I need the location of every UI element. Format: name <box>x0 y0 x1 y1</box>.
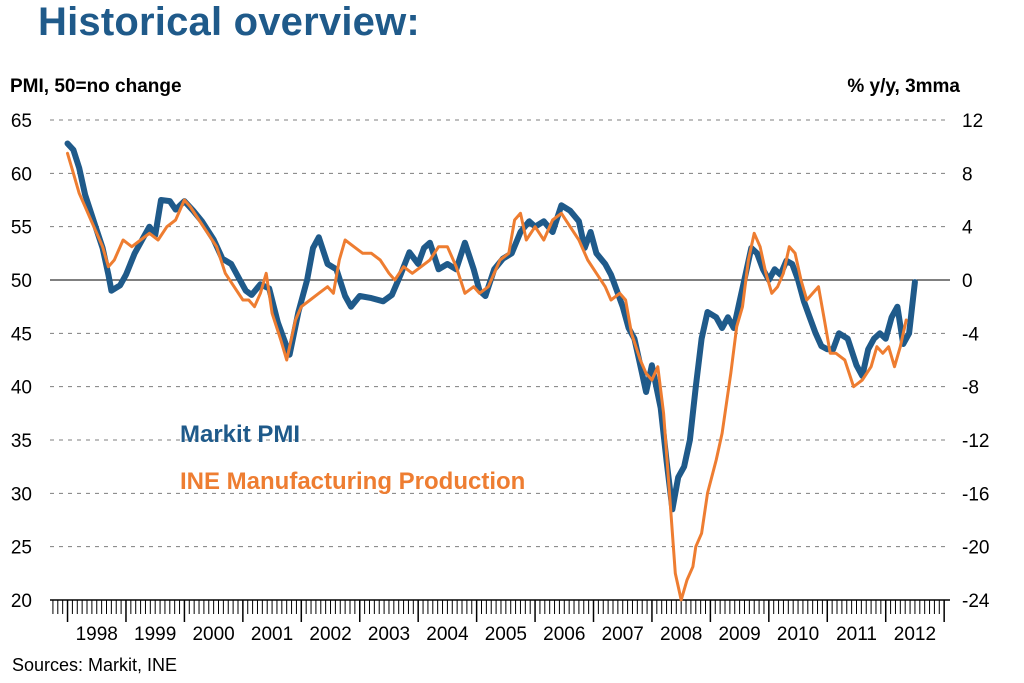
right-axis-title: % y/y, 3mma <box>847 76 960 97</box>
x-tick-label: 2009 <box>718 624 760 645</box>
right-tick-label: 4 <box>962 218 973 239</box>
right-tick-label: -24 <box>962 591 990 612</box>
right-tick-label: -8 <box>962 378 979 399</box>
x-tick-label: 2010 <box>777 624 819 645</box>
x-tick-label: 2006 <box>543 624 585 645</box>
right-tick-label: 12 <box>962 111 983 132</box>
x-tick-label: 2008 <box>660 624 702 645</box>
x-tick-label: 2002 <box>309 624 351 645</box>
left-tick-label: 40 <box>11 378 32 399</box>
right-tick-label: 0 <box>962 271 973 292</box>
x-tick-label: 2007 <box>602 624 644 645</box>
left-tick-label: 25 <box>11 538 32 559</box>
x-tick-label: 2003 <box>368 624 410 645</box>
left-tick-label: 55 <box>11 218 32 239</box>
series-line-ine-production <box>66 151 908 602</box>
right-tick-label: -16 <box>962 484 989 505</box>
legend-label: INE Manufacturing Production <box>180 468 525 495</box>
right-tick-label: -4 <box>962 324 979 345</box>
source-note: Sources: Markit, INE <box>12 655 178 675</box>
left-tick-label: 30 <box>11 484 32 505</box>
page-title: Historical overview: <box>38 0 420 44</box>
left-tick-label: 45 <box>11 324 32 345</box>
series-line-markit-pmi <box>64 140 918 513</box>
left-tick-label: 20 <box>11 591 32 612</box>
left-tick-label: 65 <box>11 111 32 132</box>
x-tick-label: 2011 <box>836 624 877 645</box>
x-tick-label: 2012 <box>894 624 936 645</box>
x-tick-label: 2004 <box>426 624 469 645</box>
x-tick-label: 1998 <box>76 624 118 645</box>
legend-label: Markit PMI <box>180 421 300 448</box>
left-tick-label: 35 <box>11 431 32 452</box>
right-tick-label: -12 <box>962 431 989 452</box>
x-tick-label: 2001 <box>251 624 293 645</box>
x-tick-label: 2000 <box>192 624 234 645</box>
right-tick-label: -20 <box>962 538 989 559</box>
x-tick-label: 1999 <box>134 624 176 645</box>
left-tick-label: 60 <box>11 164 32 185</box>
left-axis-title: PMI, 50=no change <box>10 76 182 97</box>
left-tick-label: 50 <box>11 271 32 292</box>
right-tick-label: 8 <box>962 164 973 185</box>
x-tick-label: 2005 <box>485 624 527 645</box>
